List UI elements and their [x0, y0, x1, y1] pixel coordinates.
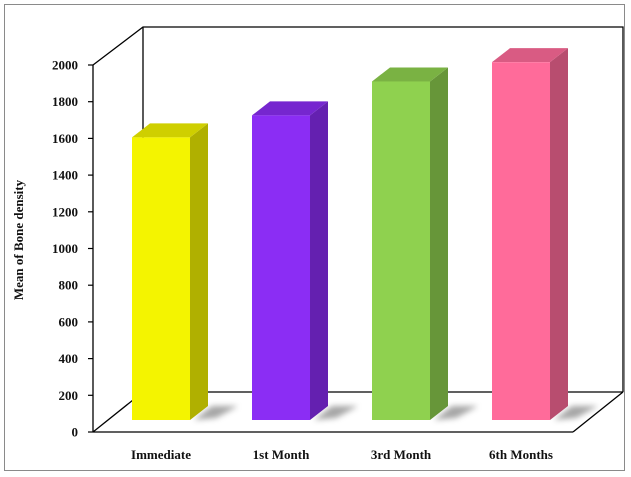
bar-top-face: [252, 101, 328, 116]
back-wall-frame: [92, 26, 624, 392]
y-tick-label: 0: [72, 425, 79, 440]
y-tick-label: 2000: [52, 58, 78, 73]
y-tick-label: 1000: [52, 241, 78, 256]
y-tick-label: 400: [59, 351, 79, 366]
floor-right-edge: [572, 391, 624, 433]
bar-side-face: [430, 67, 448, 420]
bar-top-face: [372, 67, 448, 82]
bar: [372, 67, 478, 420]
bar-front-face: [372, 81, 430, 420]
bar-side-face: [550, 48, 568, 421]
bar-shadow: [194, 406, 238, 420]
bars: [132, 48, 598, 421]
x-category-label: Immediate: [131, 447, 191, 462]
bar-top-face: [132, 123, 208, 138]
x-category-label: 1st Month: [253, 447, 310, 462]
bar-front-face: [252, 115, 310, 420]
y-tick-label: 1200: [52, 204, 78, 219]
bar: [132, 123, 238, 420]
y-axis-title: Mean of Bone density: [11, 179, 26, 300]
bar-top-face: [492, 48, 568, 63]
bar-shadow: [434, 406, 478, 420]
bar-side-face: [190, 123, 208, 420]
bar-side-face: [310, 101, 328, 420]
bar-shadow: [554, 406, 598, 420]
y-tick-label: 600: [59, 314, 79, 329]
chart-frame: [4, 4, 625, 471]
bar-front-face: [132, 137, 190, 420]
y-tick-label: 1800: [52, 94, 78, 109]
x-category-labels: Immediate 1st Month 3rd Month 6th Months: [131, 447, 553, 462]
bar-front-face: [492, 62, 550, 421]
y-tick-label: 800: [59, 278, 79, 293]
y-tick-label: 1600: [52, 131, 78, 146]
bar-shadow: [314, 406, 358, 420]
y-tick-label: 200: [59, 388, 79, 403]
y-tick-label: 1400: [52, 168, 78, 183]
x-category-label: 3rd Month: [371, 447, 432, 462]
bar: [252, 101, 358, 420]
bar: [492, 48, 598, 421]
y-ticks: 0 200 400 600 800 1000 1200 1400 1600 1800 2000: [52, 58, 93, 440]
x-category-label: 6th Months: [489, 447, 553, 462]
